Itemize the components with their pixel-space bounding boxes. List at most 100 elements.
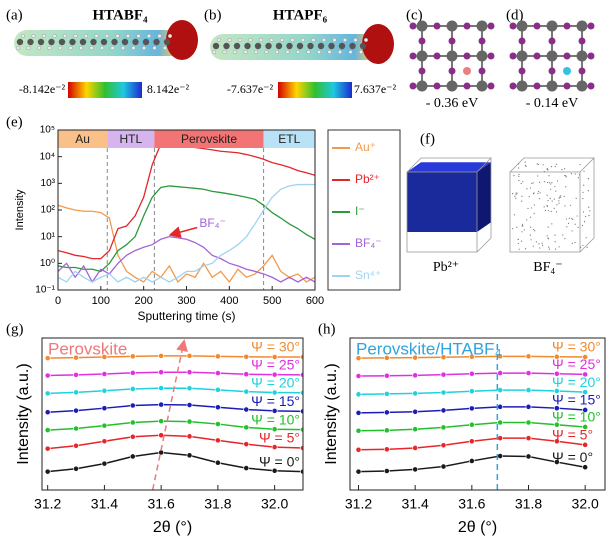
ion-dot: [566, 176, 567, 177]
data-point: [469, 422, 474, 427]
colorbar: [68, 82, 142, 98]
data-point: [159, 402, 164, 407]
data-point: [102, 461, 107, 466]
atom: [312, 38, 316, 42]
x-tick-label: 31.4: [402, 496, 429, 512]
ion-dot: [551, 211, 552, 212]
data-point: [384, 468, 389, 473]
atom: [122, 39, 128, 45]
ion-dot: [534, 213, 535, 214]
ion-dot: [539, 247, 540, 248]
atom: [163, 46, 167, 50]
ion-dot: [556, 164, 557, 165]
data-point: [356, 392, 361, 397]
map-label: BF₄⁻: [533, 260, 562, 275]
ion-dot: [544, 181, 545, 182]
molecule-head: [362, 24, 394, 64]
data-point: [102, 423, 107, 428]
series-label: Ψ = 15°: [251, 393, 300, 409]
region-label: HTL: [119, 132, 142, 146]
ion-dot: [571, 218, 572, 219]
ion-dot: [555, 190, 556, 191]
page: (a) (b) (c) (d) (e) (f) (g) (h) HTABF₄ -…: [0, 0, 606, 542]
panel-label: (e): [6, 114, 23, 130]
ion-dot: [568, 223, 569, 224]
legend-label: Au⁺: [355, 140, 376, 154]
data-point: [356, 428, 361, 433]
data-point: [441, 390, 446, 395]
ion-dot: [544, 171, 545, 172]
x-tick-label: 31.2: [345, 496, 372, 512]
atom: [80, 39, 86, 45]
ion-dot: [531, 183, 532, 184]
atom: [359, 50, 363, 54]
ion-dot: [550, 189, 551, 190]
data-point: [215, 387, 220, 392]
ion-dot: [533, 182, 534, 183]
atom: [48, 39, 54, 45]
ion-dot: [548, 210, 549, 211]
lead-atom: [517, 51, 528, 62]
ion-dot: [551, 182, 552, 183]
ion-dot: [582, 192, 583, 193]
y-tick-label: 10²: [41, 205, 56, 216]
atom: [259, 38, 263, 42]
ion-dot: [585, 216, 586, 217]
ion-dot: [576, 198, 577, 199]
data-point: [498, 436, 503, 441]
molecule-name: HTAPF₆: [273, 7, 328, 23]
data-point: [356, 469, 361, 474]
lead-atom: [517, 81, 528, 92]
colorbar-min: -7.637e⁻²: [227, 82, 274, 96]
data-point: [45, 391, 50, 396]
atom: [217, 38, 221, 42]
iodide: [488, 23, 495, 30]
ion-dot: [556, 204, 557, 205]
series-label: Ψ = 10°: [552, 409, 601, 425]
lead-atom: [447, 21, 458, 32]
series-label: Ψ = 0°: [552, 449, 593, 465]
ion-dot: [578, 177, 579, 178]
atom: [69, 39, 75, 45]
region-label: ETL: [278, 132, 300, 146]
colorbar-max: 8.142e⁻²: [147, 82, 190, 96]
y-tick-label: 10³: [41, 178, 56, 189]
ion-dot: [558, 246, 559, 247]
ion-dot: [583, 171, 584, 172]
iodide: [519, 38, 526, 45]
atom: [223, 50, 227, 54]
atom: [63, 34, 67, 38]
ion-dot: [522, 181, 523, 182]
data-point: [73, 372, 78, 377]
ion-dot: [554, 186, 555, 187]
ion-dot: [530, 187, 531, 188]
iodide: [579, 68, 586, 75]
ion-dot: [525, 166, 526, 167]
ion-dot: [515, 192, 516, 193]
atom: [74, 34, 78, 38]
atom: [58, 46, 62, 50]
ion-dot: [554, 235, 555, 236]
iodide: [419, 68, 426, 75]
atom: [339, 43, 345, 49]
data-point: [244, 407, 249, 412]
series-group: [58, 144, 315, 282]
ion-dot: [518, 176, 519, 177]
atom: [280, 38, 284, 42]
iodide: [579, 38, 586, 45]
data-point: [187, 453, 192, 458]
atom: [84, 34, 88, 38]
atom: [142, 46, 146, 50]
ion-dot: [547, 237, 548, 238]
ion-dot: [525, 161, 526, 162]
ion-dot: [551, 223, 552, 224]
atom: [286, 50, 290, 54]
data-point: [73, 443, 78, 448]
ion-dot: [544, 206, 545, 207]
atom: [100, 46, 104, 50]
x-tick-label: 0: [55, 295, 61, 307]
ion-dot: [588, 190, 589, 191]
cube-edge: [510, 172, 580, 252]
ion-dot: [526, 219, 527, 220]
ion-dot: [564, 238, 565, 239]
